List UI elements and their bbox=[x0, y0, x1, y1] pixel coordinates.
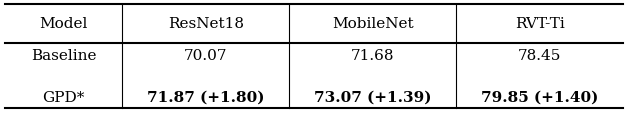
Text: GPD*: GPD* bbox=[43, 90, 85, 104]
Text: RVT-Ti: RVT-Ti bbox=[515, 17, 565, 31]
Text: Baseline: Baseline bbox=[31, 48, 97, 62]
Text: 71.68: 71.68 bbox=[351, 48, 394, 62]
Text: MobileNet: MobileNet bbox=[332, 17, 413, 31]
Text: 79.85 (+1.40): 79.85 (+1.40) bbox=[481, 90, 598, 104]
Text: 73.07 (+1.39): 73.07 (+1.39) bbox=[314, 90, 431, 104]
Text: 70.07: 70.07 bbox=[184, 48, 227, 62]
Text: ResNet18: ResNet18 bbox=[168, 17, 244, 31]
Text: Model: Model bbox=[40, 17, 88, 31]
Text: 71.87 (+1.80): 71.87 (+1.80) bbox=[147, 90, 264, 104]
Text: 78.45: 78.45 bbox=[518, 48, 561, 62]
